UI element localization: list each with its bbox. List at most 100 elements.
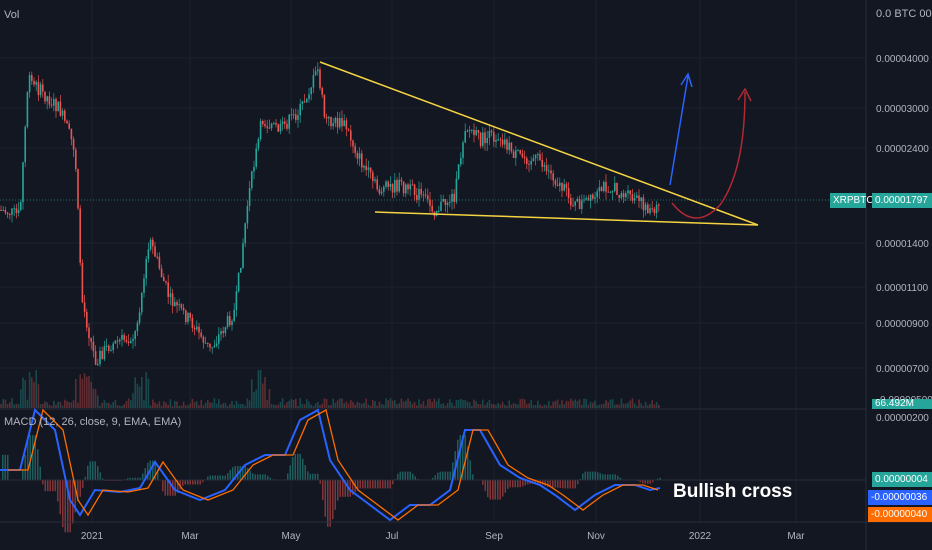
candle-body	[570, 198, 572, 206]
histogram-bar	[442, 471, 444, 480]
histogram-bar	[24, 454, 26, 480]
volume-bar	[143, 400, 145, 408]
candle-body	[457, 164, 460, 179]
volume-bar	[145, 372, 147, 408]
volume-bar	[310, 404, 312, 408]
candle-body	[200, 332, 202, 337]
volume-bar	[402, 401, 405, 408]
volume-bar	[460, 398, 462, 408]
volume-bar	[510, 404, 513, 408]
volume-bar	[308, 401, 310, 408]
candle-body	[39, 84, 42, 96]
histogram-bar	[69, 480, 71, 533]
histogram-bar	[242, 466, 244, 480]
candle-body	[389, 184, 392, 187]
candle-body	[61, 110, 64, 116]
macd-top-tick: 0.00000200	[876, 413, 929, 424]
volume-bar	[543, 404, 546, 408]
bullish-cross-annotation: Bullish cross	[673, 481, 793, 502]
volume-bar	[42, 403, 44, 408]
histogram-bar	[189, 480, 191, 485]
time-tick-label: Mar	[181, 531, 199, 542]
histogram-bar	[447, 471, 449, 480]
volume-bar	[50, 405, 53, 408]
candle-body	[127, 341, 130, 343]
histogram-bar	[604, 474, 606, 480]
candle-body	[521, 153, 524, 157]
volume-bar	[339, 398, 341, 408]
candle-body	[620, 193, 623, 198]
histogram-bar	[534, 480, 536, 484]
volume-bar	[563, 404, 565, 408]
candle-body	[321, 87, 323, 95]
volume-bar	[55, 404, 57, 408]
candle-body	[259, 121, 262, 140]
histogram-bar	[247, 468, 249, 480]
histogram-bar	[569, 480, 571, 489]
histogram-bar	[304, 465, 306, 480]
candle-body	[374, 179, 376, 181]
volume-bar	[81, 378, 84, 408]
volume-bar	[479, 404, 482, 408]
candle-body	[11, 208, 13, 215]
candle-body	[209, 343, 211, 348]
volume-bar	[504, 404, 506, 408]
candle-body	[550, 170, 552, 174]
candle-body	[495, 139, 497, 142]
histogram-bar	[644, 480, 646, 484]
candle-body	[372, 172, 374, 181]
volume-bar	[299, 398, 301, 408]
volume-bar	[343, 403, 345, 408]
candle-body	[220, 331, 222, 335]
volume-bar	[545, 405, 548, 408]
histogram-bar	[67, 480, 69, 533]
candle-body	[59, 101, 62, 116]
volume-bar	[13, 404, 15, 408]
last-price-label: 0.00001797	[872, 193, 932, 208]
volume-bar	[336, 400, 339, 408]
histogram-bar	[452, 462, 454, 480]
histogram-bar	[232, 467, 234, 480]
volume-bar	[72, 400, 75, 408]
candle-body	[110, 350, 112, 352]
candle-body	[534, 154, 537, 159]
candle-body	[455, 178, 458, 202]
candle-body	[196, 326, 198, 330]
volume-bar	[268, 389, 271, 408]
volume-bar	[0, 404, 2, 408]
histogram-bar	[129, 477, 131, 480]
candle-body	[506, 139, 508, 150]
candle-body	[530, 161, 532, 165]
histogram-bar	[212, 475, 214, 480]
volume-bar	[86, 376, 88, 408]
histogram-bar	[194, 480, 196, 485]
candle-body	[75, 149, 77, 170]
candle-body	[182, 307, 185, 311]
histogram-bar	[382, 480, 384, 489]
histogram-bar	[484, 480, 486, 492]
volume-bar	[394, 400, 396, 408]
volume-bar	[152, 399, 154, 408]
volume-bar	[587, 404, 590, 408]
volume-bar	[112, 401, 114, 408]
candle-body	[497, 139, 499, 141]
histogram-bar	[162, 480, 164, 492]
candle-body	[504, 139, 506, 145]
volume-bar	[108, 402, 110, 408]
candle-body	[284, 121, 286, 124]
candle-body	[134, 331, 136, 339]
candle-body	[466, 130, 469, 132]
histogram-bar	[154, 460, 156, 480]
histogram-bar	[177, 480, 179, 493]
histogram-bar	[514, 480, 516, 488]
volume-bar	[574, 399, 576, 408]
volume-bar	[455, 399, 458, 408]
histogram-bar	[299, 453, 301, 480]
volume-bar	[578, 399, 581, 408]
volume-bar	[576, 401, 579, 408]
volume-bar	[493, 404, 495, 408]
candle-body	[262, 121, 264, 125]
histogram-bar	[437, 472, 439, 480]
histogram-bar	[364, 480, 366, 489]
